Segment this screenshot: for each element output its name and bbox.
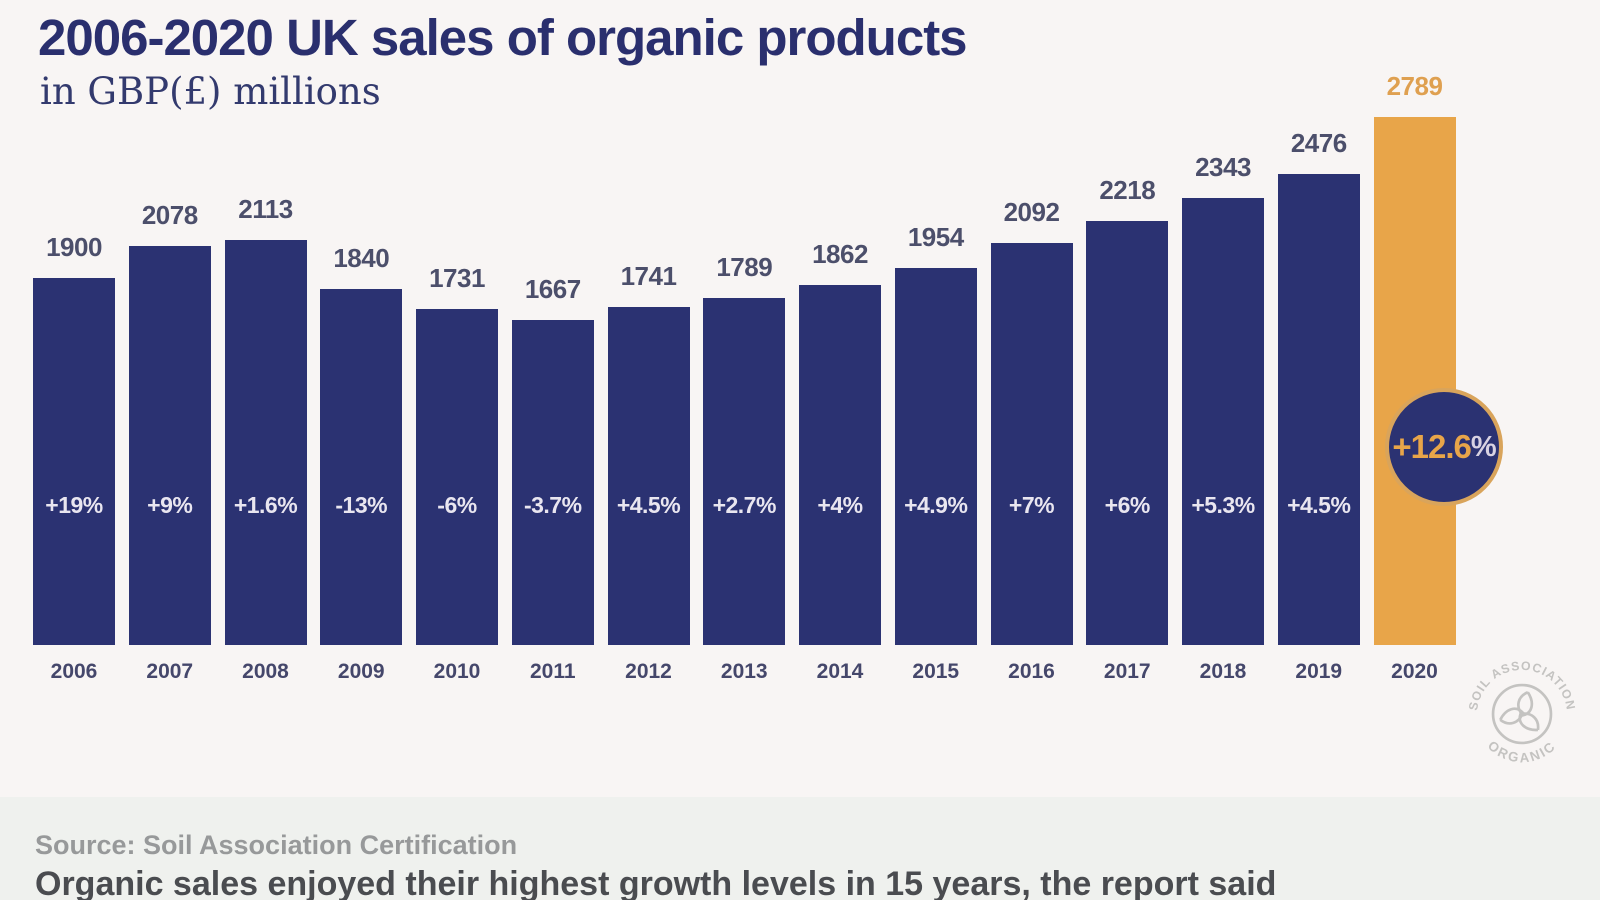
growth-label-2010: -6%	[437, 492, 477, 518]
bar-2008	[224, 239, 307, 645]
growth-badge: +12.6%	[1385, 388, 1503, 506]
bar-2006	[33, 278, 115, 645]
value-label-2009: 1840	[333, 242, 390, 273]
value-label-2010: 1731	[429, 262, 485, 293]
bar-2019	[1277, 173, 1360, 645]
value-label-2008: 2113	[238, 193, 293, 224]
year-label-2019: 2019	[1295, 660, 1343, 683]
value-label-2018: 2343	[1195, 151, 1251, 182]
year-label-2016: 2016	[1008, 660, 1055, 683]
year-label-2013: 2013	[720, 660, 768, 683]
growth-label-2016: +7%	[1008, 492, 1055, 518]
value-label-2016: 2092	[1003, 197, 1060, 228]
growth-label-2012: +4.5%	[616, 492, 681, 518]
bar-2007	[128, 245, 211, 645]
growth-label-2018: +5.3%	[1191, 492, 1255, 518]
value-label-2013: 1789	[716, 252, 773, 283]
value-label-2020: 2789	[1386, 71, 1443, 102]
value-label-2017: 2218	[1099, 174, 1156, 205]
year-label-2015: 2015	[912, 660, 960, 683]
bar-2011	[511, 320, 594, 645]
bar-2015	[894, 268, 977, 645]
value-label-2006: 1900	[46, 232, 102, 263]
bar-2009	[320, 288, 403, 645]
bar-2017	[1086, 220, 1169, 645]
headline-text: Organic sales enjoyed their highest grow…	[35, 865, 1277, 900]
growth-label-2014: +4%	[817, 492, 863, 518]
growth-badge-percent-sign: %	[1470, 430, 1497, 463]
growth-label-2007: +9%	[147, 492, 193, 518]
year-label-2009: 2009	[337, 660, 385, 683]
growth-label-2006: +19%	[45, 492, 103, 518]
year-label-2010: 2010	[433, 660, 481, 683]
year-label-2014: 2014	[816, 660, 864, 683]
value-label-2019: 2476	[1290, 127, 1347, 158]
growth-label-2013: +2.7%	[712, 492, 777, 518]
value-label-2015: 1954	[907, 222, 964, 253]
growth-label-2009: -13%	[335, 492, 388, 518]
value-label-2014: 1862	[812, 238, 868, 269]
year-label-2018: 2018	[1199, 660, 1247, 683]
footer-strip: Source: Soil Association Certification O…	[0, 797, 1600, 900]
bar-2010	[416, 308, 498, 645]
bar-2018	[1182, 197, 1264, 645]
page-subtitle: in GBP(£) millions	[40, 70, 381, 113]
bar-2012	[607, 306, 690, 645]
soil-association-logo: SOIL ASSOCIATION ORGANIC	[1466, 659, 1577, 766]
growth-label-2019: +4.5%	[1287, 492, 1351, 518]
growth-label-2011: -3.7%	[523, 492, 582, 518]
logo-circle	[1491, 683, 1553, 745]
year-label-2011: 2011	[529, 660, 576, 683]
bar-2013	[703, 298, 786, 645]
bar-chart: 1900 +19% 2006 2078 +9% 2007 2113 +1.6% 2008 1840…	[33, 71, 1456, 683]
year-label-2012: 2012	[625, 660, 672, 683]
value-label-2011: 1667	[524, 274, 581, 305]
page-title: 2006-2020 UK sales of organic products	[38, 9, 968, 66]
year-label-2017: 2017	[1103, 660, 1151, 683]
year-label-2008: 2008	[242, 660, 289, 683]
bar-2014	[799, 284, 881, 645]
growth-label-2017: +6%	[1104, 492, 1151, 518]
value-label-2012: 1741	[620, 260, 677, 291]
growth-badge-value: +12.6	[1392, 428, 1471, 465]
value-label-2007: 2078	[141, 199, 198, 230]
bar-2020	[1373, 117, 1456, 645]
growth-label-2008: +1.6%	[233, 492, 298, 518]
logo-leaves-icon	[1499, 690, 1540, 732]
bar-2016	[990, 243, 1073, 645]
source-text: Source: Soil Association Certification	[35, 830, 518, 860]
year-label-2020: 2020	[1391, 660, 1438, 683]
year-label-2006: 2006	[50, 660, 98, 683]
growth-label-2015: +4.9%	[904, 492, 968, 518]
year-label-2007: 2007	[146, 660, 194, 683]
